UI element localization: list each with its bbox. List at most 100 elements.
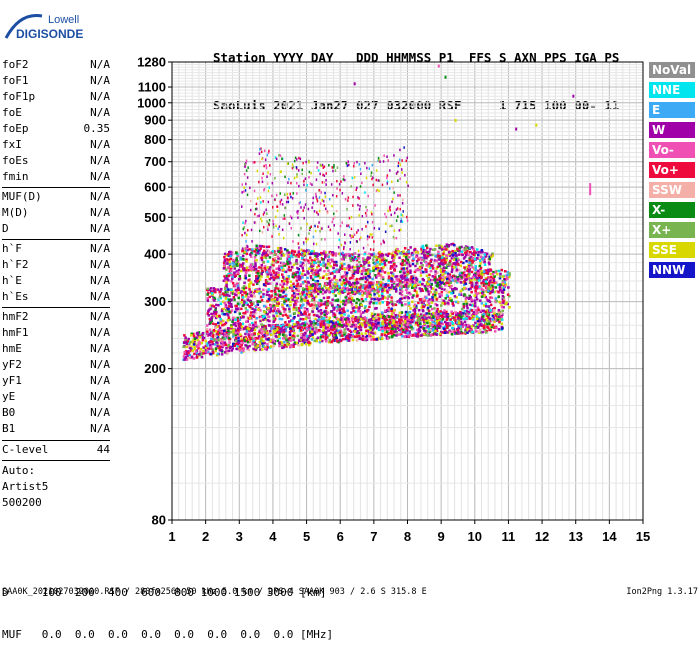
echo-point (234, 311, 237, 314)
echo-point (446, 326, 449, 329)
echo-point (463, 318, 466, 321)
echo-point (372, 323, 375, 326)
echo-point (318, 318, 321, 321)
echo-point (232, 262, 235, 265)
echo-point (246, 267, 249, 270)
echo-point (320, 299, 323, 302)
echo-point (199, 336, 202, 339)
echo-point (454, 311, 457, 314)
echo-point (414, 304, 417, 307)
echo-point (226, 294, 229, 297)
echo-point (459, 325, 462, 328)
echo-point (329, 317, 332, 320)
echo-point (257, 300, 260, 303)
echo-point (495, 297, 498, 300)
echo-point (184, 336, 187, 339)
echo-point (322, 326, 325, 329)
echo-point (443, 328, 446, 331)
echo-point (313, 324, 316, 327)
echo-point (247, 269, 250, 272)
echo-point (354, 336, 357, 339)
echo-point (450, 311, 453, 314)
echo-point (208, 309, 211, 312)
echo-point (395, 304, 398, 307)
echo-point (466, 328, 469, 331)
echo-point (230, 298, 233, 301)
echo-point (446, 318, 449, 321)
echo-point (275, 335, 278, 338)
echo-point (480, 277, 483, 280)
echo-point (323, 317, 326, 320)
echo-point (304, 327, 307, 330)
echo-point (402, 267, 405, 270)
echo-point (254, 309, 257, 312)
echo-point (277, 287, 280, 290)
echo-point (323, 270, 326, 273)
echo-point (255, 306, 258, 309)
echo-point (484, 264, 487, 267)
echo-point (428, 250, 431, 253)
echo-point (313, 314, 316, 317)
echo-point (226, 352, 229, 355)
echo-point (352, 307, 355, 310)
echo-point (419, 287, 422, 290)
echo-point (442, 318, 445, 321)
echo-point (354, 288, 357, 291)
echo-point (288, 320, 291, 323)
echo-point (368, 319, 371, 322)
echo-point (371, 278, 374, 281)
echo-point (452, 303, 455, 306)
echo-point (432, 287, 435, 290)
echo-point (417, 302, 420, 305)
echo-point (429, 254, 432, 257)
echo-point (327, 312, 330, 315)
echo-point (202, 332, 205, 335)
echo-point (394, 330, 397, 333)
echo-point (243, 339, 246, 342)
echo-point (352, 315, 355, 318)
echo-point (235, 343, 238, 346)
echo-point (430, 319, 433, 322)
echo-point (224, 277, 227, 280)
echo-point (358, 335, 361, 338)
echo-point (284, 344, 287, 347)
echo-point (278, 341, 281, 344)
echo-point (282, 334, 285, 337)
echo-point (470, 298, 473, 301)
echo-point (273, 307, 276, 310)
echo-point (289, 310, 292, 313)
echo-point (474, 305, 477, 308)
echo-point (352, 310, 355, 313)
echo-point (372, 282, 375, 285)
echo-point (210, 287, 213, 290)
echo-point (325, 331, 328, 334)
echo-point (418, 317, 421, 320)
echo-point (411, 328, 414, 331)
echo-point (488, 305, 491, 308)
echo-point (385, 253, 388, 256)
echo-point (220, 349, 223, 352)
echo-point (228, 302, 231, 305)
echo-point (333, 328, 336, 331)
echo-point (400, 316, 403, 319)
echo-point (414, 313, 417, 316)
echo-point (501, 323, 504, 326)
echo-point (434, 313, 437, 316)
echo-point (239, 323, 242, 326)
echo-point (308, 328, 311, 331)
echo-point (408, 302, 411, 305)
echo-point (471, 325, 474, 328)
echo-point (343, 263, 346, 266)
echo-point (438, 323, 441, 326)
echo-point (191, 340, 194, 343)
echo-point (384, 283, 387, 286)
echo-point (342, 287, 345, 290)
echo-point (209, 296, 212, 299)
echo-point (247, 333, 250, 336)
echo-point (485, 311, 488, 314)
echo-point (326, 303, 329, 306)
echo-point (507, 293, 510, 296)
echo-point (314, 287, 317, 290)
echo-point (300, 333, 303, 336)
echo-point (428, 316, 431, 319)
